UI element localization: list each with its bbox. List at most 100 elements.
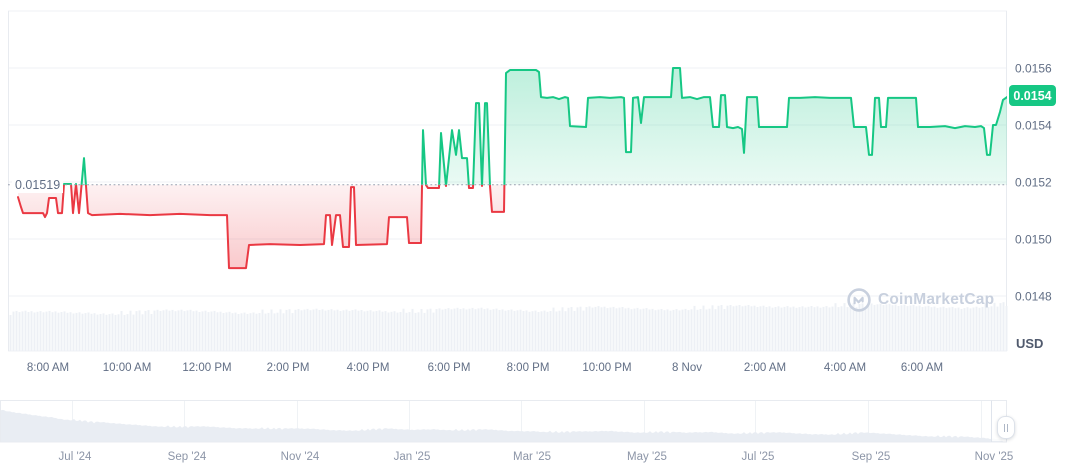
volume-bar [33, 312, 36, 351]
volume-bar [783, 306, 786, 351]
volume-bar [294, 309, 297, 351]
volume-bar [48, 310, 51, 351]
volume-bar [396, 312, 399, 351]
volume-bar [351, 310, 354, 351]
volume-bar [939, 307, 942, 351]
volume-bar [654, 310, 657, 351]
volume-bar [600, 307, 603, 351]
volume-bar [636, 307, 639, 351]
volume-bar [951, 306, 954, 351]
volume-bar [234, 312, 237, 351]
volume-bar [435, 309, 438, 351]
volume-bar [687, 310, 690, 351]
volume-bar [597, 306, 600, 351]
volume-bar [876, 304, 879, 351]
price-line-down [17, 184, 506, 270]
volume-bar [378, 310, 381, 351]
volume-bar [72, 313, 75, 351]
volume-bar [534, 310, 537, 351]
volume-bar [138, 310, 141, 351]
volume-bar [975, 306, 978, 351]
volume-bar [291, 313, 294, 351]
volume-bar [237, 314, 240, 351]
volume-bar [615, 308, 618, 351]
volume-bar [42, 312, 45, 351]
volume-bar [546, 311, 549, 351]
volume-bar [576, 307, 579, 351]
volume-bar [90, 313, 93, 351]
volume-bar [885, 304, 888, 351]
volume-bar [354, 309, 357, 351]
volume-bar [279, 309, 282, 351]
currency-unit-label: USD [1016, 336, 1044, 351]
x-axis-label: 2:00 AM [744, 362, 786, 374]
volume-bar [18, 312, 21, 351]
volume-bar [843, 303, 846, 351]
volume-bar [150, 314, 153, 351]
volume-bar [786, 306, 789, 351]
navigator-handle[interactable] [997, 416, 1015, 439]
volume-bar [39, 311, 42, 351]
navigator-track[interactable]: Jul '24 Sep '24 Nov '24 Jan '25 Mar '25 May '… [0, 400, 1013, 464]
volume-bar [321, 309, 324, 351]
volume-bar [420, 309, 423, 351]
volume-bar [741, 306, 744, 351]
baseline-price-label: 0.01519 [12, 178, 64, 193]
volume-bar [282, 313, 285, 351]
volume-bar [159, 311, 162, 351]
volume-bars [9, 302, 1008, 352]
volume-bar [261, 309, 264, 351]
axis-labels: 0.0156 0.0154 0.0152 0.0150 0.0148 8:00 AM 10:… [27, 62, 1052, 375]
volume-bar [336, 309, 339, 351]
volume-bar [93, 313, 96, 351]
volume-bar [267, 312, 270, 351]
volume-bar [348, 310, 351, 351]
x-axis-label: 10:00 AM [103, 362, 152, 374]
volume-bar [648, 309, 651, 351]
volume-bar [165, 309, 168, 351]
volume-bar [300, 310, 303, 351]
volume-bar [606, 308, 609, 351]
volume-bar [177, 310, 180, 351]
volume-bar [471, 307, 474, 351]
volume-bar [630, 309, 633, 351]
volume-bar [27, 312, 30, 351]
area-above-baseline [18, 68, 1007, 185]
volume-bar [675, 309, 678, 351]
volume-bar [54, 311, 57, 351]
volume-bar [816, 306, 819, 351]
volume-bar [633, 308, 636, 351]
volume-bar [864, 307, 867, 351]
volume-bar [813, 307, 816, 351]
volume-bar [822, 306, 825, 351]
volume-bar [483, 309, 486, 351]
volume-bar [789, 307, 792, 352]
volume-bar [777, 306, 780, 351]
volume-bar [690, 309, 693, 351]
volume-bar [768, 306, 771, 351]
volume-bar [873, 304, 876, 351]
volume-bar [855, 307, 858, 351]
volume-bar [567, 307, 570, 352]
volume-bar [162, 310, 165, 352]
volume-bar [990, 306, 993, 351]
volume-bar [222, 313, 225, 351]
volume-bar [996, 306, 999, 351]
volume-bar [57, 312, 60, 351]
volume-bar [390, 311, 393, 351]
volume-bar [735, 305, 738, 351]
volume-bar [852, 303, 855, 351]
volume-bar [750, 306, 753, 351]
x-axis-label: 4:00 PM [347, 362, 390, 374]
volume-bar [672, 309, 675, 351]
volume-bar [888, 303, 891, 351]
volume-bar [513, 310, 516, 351]
volume-bar [945, 308, 948, 351]
volume-bar [324, 310, 327, 351]
volume-bar [999, 303, 1002, 351]
volume-bar [963, 308, 966, 351]
volume-bar [858, 304, 861, 351]
volume-bar [774, 307, 777, 351]
